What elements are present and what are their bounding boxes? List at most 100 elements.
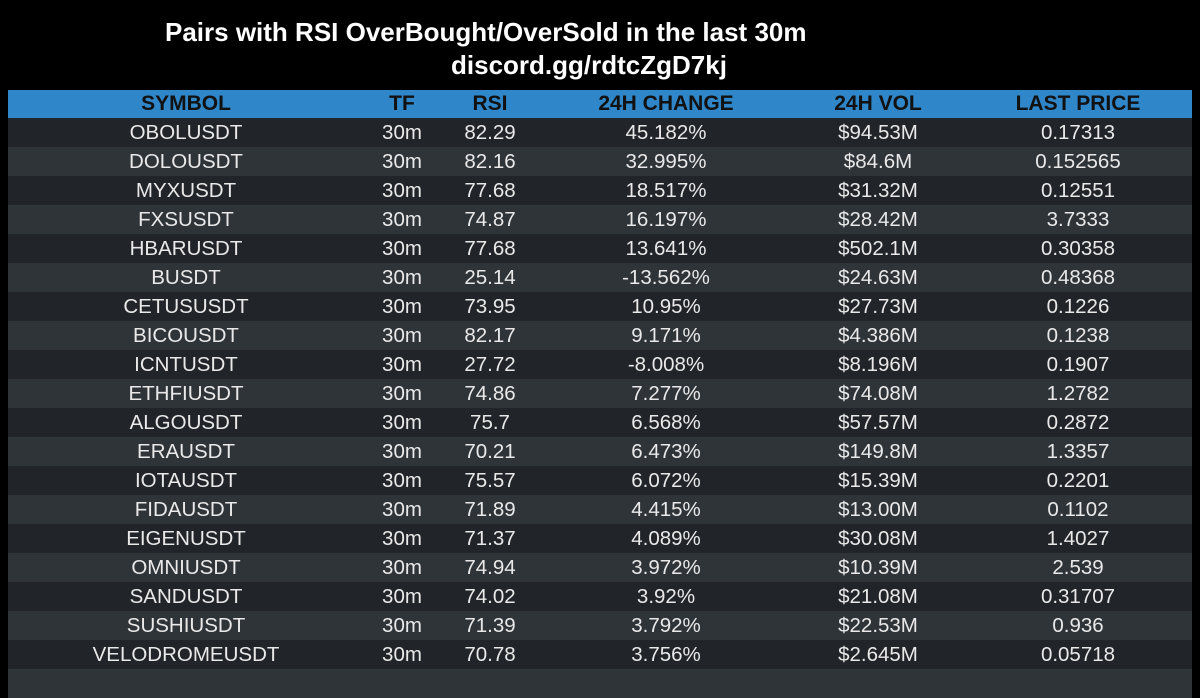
column-header-last-price: LAST PRICE [1015, 92, 1141, 115]
price-cell: 0.936 [1052, 613, 1104, 637]
change-cell: 3.756% [631, 642, 701, 666]
tf-cell: 30m [382, 381, 422, 405]
volume-cell: $30.08M [838, 526, 918, 550]
change-cell: 4.089% [631, 526, 701, 550]
table-row: FIDAUSDT 30m 71.89 4.415% $13.00M 0.1102 [8, 495, 1192, 524]
table-row: HBARUSDT 30m 77.68 13.641% $502.1M 0.30358 [8, 234, 1192, 263]
symbol-cell: ETHFIUSDT [128, 381, 244, 405]
volume-cell: $28.42M [838, 207, 918, 231]
rsi-cell: 75.7 [470, 410, 510, 434]
change-cell: 10.95% [631, 294, 701, 318]
symbol-cell: HBARUSDT [129, 236, 243, 260]
price-cell: 0.48368 [1040, 265, 1116, 289]
change-cell: 7.277% [631, 381, 701, 405]
volume-cell: $4.386M [838, 323, 918, 347]
price-cell: 0.1226 [1046, 294, 1110, 318]
price-cell: 2.539 [1052, 555, 1104, 579]
volume-cell: $13.00M [838, 497, 918, 521]
volume-cell: $22.53M [838, 613, 918, 637]
symbol-cell: OMNIUSDT [131, 555, 241, 579]
table-row: IOTAUSDT 30m 75.57 6.072% $15.39M 0.2201 [8, 466, 1192, 495]
table-row: OBOLUSDT 30m 82.29 45.182% $94.53M 0.17313 [8, 118, 1192, 147]
column-header-symbol: SYMBOL [141, 92, 231, 115]
rsi-cell: 82.16 [464, 149, 516, 173]
table-header-row: SYMBOL TF RSI 24H CHANGE 24H VOL LAST PR… [8, 90, 1192, 118]
volume-cell: $57.57M [838, 410, 918, 434]
empty-cell [8, 669, 364, 698]
change-cell: 3.92% [636, 584, 696, 608]
price-cell: 0.17313 [1040, 120, 1116, 144]
rsi-cell: 77.68 [464, 178, 516, 202]
empty-cell [440, 669, 540, 698]
symbol-cell: MYXUSDT [135, 178, 237, 202]
rsi-cell: 82.17 [464, 323, 516, 347]
price-cell: 0.2201 [1046, 468, 1110, 492]
empty-cell [364, 669, 440, 698]
volume-cell: $502.1M [838, 236, 918, 260]
tf-cell: 30m [382, 497, 422, 521]
table-row: ICNTUSDT 30m 27.72 -8.008% $8.196M 0.1907 [8, 350, 1192, 379]
symbol-cell: OBOLUSDT [129, 120, 243, 144]
rsi-cell: 74.02 [464, 584, 516, 608]
change-cell: 3.792% [631, 613, 701, 637]
price-cell: 0.1102 [1047, 497, 1109, 521]
symbol-cell: FIDAUSDT [134, 497, 238, 521]
table-row: OMNIUSDT 30m 74.94 3.972% $10.39M 2.539 [8, 553, 1192, 582]
symbol-cell: CETUSUSDT [123, 294, 249, 318]
change-cell: 9.171% [631, 323, 701, 347]
rsi-cell: 77.68 [464, 236, 516, 260]
price-cell: 0.31707 [1040, 584, 1116, 608]
tf-cell: 30m [382, 294, 422, 318]
change-cell: 6.568% [631, 410, 701, 434]
table-row: CETUSUSDT 30m 73.95 10.95% $27.73M 0.1226 [8, 292, 1192, 321]
tf-cell: 30m [382, 410, 422, 434]
volume-cell: $74.08M [838, 381, 918, 405]
tf-cell: 30m [382, 120, 422, 144]
tf-cell: 30m [382, 323, 422, 347]
change-cell: 3.972% [631, 555, 701, 579]
volume-cell: $8.196M [838, 352, 918, 376]
table-row: MYXUSDT 30m 77.68 18.517% $31.32M 0.12551 [8, 176, 1192, 205]
price-cell: 0.1907 [1046, 352, 1110, 376]
price-cell: 1.2782 [1046, 381, 1110, 405]
rsi-cell: 75.57 [464, 468, 516, 492]
tf-cell: 30m [382, 468, 422, 492]
symbol-cell: DOLOUSDT [129, 149, 243, 173]
price-cell: 1.4027 [1046, 526, 1110, 550]
tf-cell: 30m [382, 265, 422, 289]
volume-cell: $15.39M [838, 468, 918, 492]
table-row: ERAUSDT 30m 70.21 6.473% $149.8M 1.3357 [8, 437, 1192, 466]
change-cell: 16.197% [625, 207, 707, 231]
empty-cell [792, 669, 964, 698]
volume-cell: $24.63M [838, 265, 918, 289]
symbol-cell: ICNTUSDT [134, 352, 238, 376]
rsi-cell: 71.89 [464, 497, 516, 521]
tf-cell: 30m [382, 584, 422, 608]
rsi-cell: 73.95 [464, 294, 516, 318]
change-cell: -13.562% [622, 265, 710, 289]
tf-cell: 30m [382, 613, 422, 637]
symbol-cell: EIGENUSDT [126, 526, 246, 550]
symbol-cell: ERAUSDT [137, 439, 235, 463]
change-cell: 6.473% [631, 439, 701, 463]
rsi-cell: 74.86 [464, 381, 516, 405]
change-cell: 13.641% [625, 236, 707, 260]
volume-cell: $27.73M [838, 294, 918, 318]
table-row: ALGOUSDT 30m 75.7 6.568% $57.57M 0.2872 [8, 408, 1192, 437]
price-cell: 0.30358 [1040, 236, 1116, 260]
rsi-pairs-table: SYMBOL TF RSI 24H CHANGE 24H VOL LAST PR… [8, 90, 1192, 698]
tf-cell: 30m [382, 555, 422, 579]
volume-cell: $2.645M [838, 642, 918, 666]
column-header-24h-change: 24H CHANGE [598, 92, 734, 115]
table-row: SANDUSDT 30m 74.02 3.92% $21.08M 0.31707 [8, 582, 1192, 611]
volume-cell: $31.32M [838, 178, 918, 202]
tf-cell: 30m [382, 439, 422, 463]
table-row: FXSUSDT 30m 74.87 16.197% $28.42M 3.7333 [8, 205, 1192, 234]
rsi-cell: 71.37 [464, 526, 516, 550]
table-row: VELODROMEUSDT 30m 70.78 3.756% $2.645M 0.0571… [8, 640, 1192, 669]
table-row: BICOUSDT 30m 82.17 9.171% $4.386M 0.1238 [8, 321, 1192, 350]
price-cell: 0.05718 [1040, 642, 1116, 666]
price-cell: 0.1238 [1046, 323, 1110, 347]
change-cell: 32.995% [625, 149, 707, 173]
volume-cell: $21.08M [838, 584, 918, 608]
